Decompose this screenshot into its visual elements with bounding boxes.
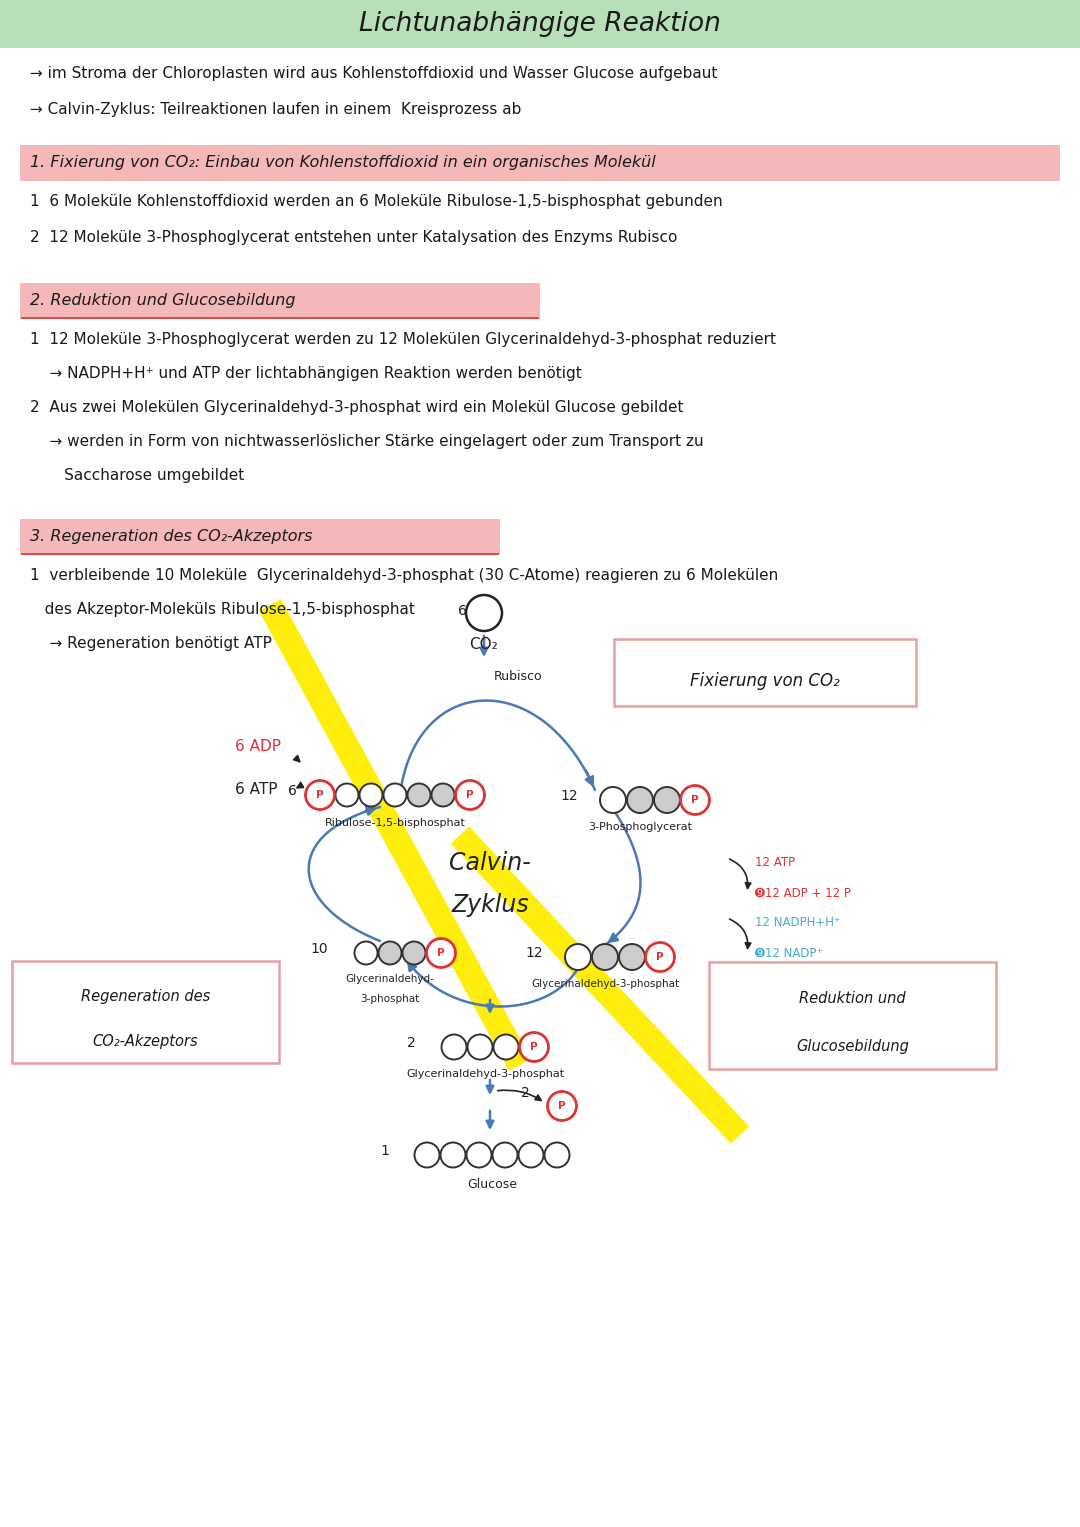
Circle shape: [518, 1142, 543, 1168]
Circle shape: [548, 1092, 577, 1121]
Circle shape: [427, 939, 456, 968]
Text: → Calvin-Zyklus: Teilreaktionen laufen in einem  Kreisprozess ab: → Calvin-Zyklus: Teilreaktionen laufen i…: [30, 102, 522, 118]
Text: Glycerinaldehyd-3-phosphat: Glycerinaldehyd-3-phosphat: [406, 1069, 564, 1080]
Text: 12: 12: [561, 789, 578, 803]
Text: 3-phosphat: 3-phosphat: [361, 994, 420, 1003]
Text: 6 ADP: 6 ADP: [235, 739, 281, 754]
Text: 1  12 Moleküle 3-Phosphoglycerat werden zu 12 Molekülen Glycerinaldehyd-3-phosph: 1 12 Moleküle 3-Phosphoglycerat werden z…: [30, 331, 777, 347]
Text: Lichtunabhängige Reaktion: Lichtunabhängige Reaktion: [359, 11, 721, 37]
Circle shape: [519, 1032, 549, 1061]
Circle shape: [600, 786, 626, 812]
Circle shape: [383, 783, 406, 806]
Circle shape: [354, 942, 378, 965]
Text: 6: 6: [288, 783, 297, 799]
Circle shape: [456, 780, 485, 809]
Text: 1. Fixierung von CO₂: Einbau von Kohlenstoffdioxid in ein organisches Molekül: 1. Fixierung von CO₂: Einbau von Kohlens…: [30, 156, 656, 171]
Circle shape: [619, 944, 645, 970]
Text: 12: 12: [525, 947, 543, 960]
Circle shape: [432, 783, 455, 806]
Text: → werden in Form von nichtwasserlöslicher Stärke eingelagert oder zum Transport : → werden in Form von nichtwasserlösliche…: [30, 434, 704, 449]
Text: Saccharose umgebildet: Saccharose umgebildet: [30, 467, 244, 483]
Text: → Regeneration benötigt ATP: → Regeneration benötigt ATP: [30, 637, 272, 651]
Circle shape: [646, 942, 675, 971]
Circle shape: [442, 1034, 467, 1060]
Text: → im Stroma der Chloroplasten wird aus Kohlenstoffdioxid und Wasser Glucose aufg: → im Stroma der Chloroplasten wird aus K…: [30, 66, 717, 81]
Bar: [21, 519, 500, 554]
Text: P: P: [691, 796, 699, 805]
Text: P: P: [316, 789, 324, 800]
Circle shape: [544, 1142, 569, 1168]
Text: 2  12 Moleküle 3-Phosphoglycerat entstehen unter Katalysation des Enzyms Rubisco: 2 12 Moleküle 3-Phosphoglycerat entstehe…: [30, 231, 677, 244]
Text: Ribulose-1,5-bisphosphat: Ribulose-1,5-bisphosphat: [325, 818, 465, 828]
Text: CO₂-Akzeptors: CO₂-Akzeptors: [93, 1034, 199, 1049]
FancyBboxPatch shape: [615, 638, 916, 705]
Circle shape: [627, 786, 653, 812]
Text: Glucose: Glucose: [467, 1179, 517, 1191]
Text: Zyklus: Zyklus: [451, 893, 529, 918]
Circle shape: [360, 783, 382, 806]
Circle shape: [492, 1142, 517, 1168]
Text: Rubisco: Rubisco: [494, 670, 542, 684]
Circle shape: [494, 1034, 518, 1060]
Text: 3. Regeneration des CO₂-Akzeptors: 3. Regeneration des CO₂-Akzeptors: [30, 530, 312, 545]
Circle shape: [592, 944, 618, 970]
Text: 10: 10: [310, 942, 328, 956]
Text: Calvin-: Calvin-: [449, 851, 531, 875]
Text: 2: 2: [522, 1086, 530, 1099]
Text: ➒12 ADP + 12 P: ➒12 ADP + 12 P: [755, 887, 851, 899]
Text: → NADPH+H⁺ und ATP der lichtabhängigen Reaktion werden benötigt: → NADPH+H⁺ und ATP der lichtabhängigen R…: [30, 366, 582, 382]
Text: 3-Phosphoglycerat: 3-Phosphoglycerat: [588, 822, 692, 832]
Text: 1  verbleibende 10 Moleküle  Glycerinaldehyd-3-phosphat (30 C-Atome) reagieren z: 1 verbleibende 10 Moleküle Glycerinaldeh…: [30, 568, 779, 583]
Text: des Akzeptor-Moleküls Ribulose-1,5-bisphosphat: des Akzeptor-Moleküls Ribulose-1,5-bisph…: [30, 602, 415, 617]
Bar: [21, 145, 1059, 182]
Circle shape: [415, 1142, 440, 1168]
Circle shape: [306, 780, 335, 809]
Text: Glycerinaldehyd-3-phosphat: Glycerinaldehyd-3-phosphat: [531, 979, 679, 989]
Bar: [21, 282, 540, 319]
Text: Glycerinaldehyd-: Glycerinaldehyd-: [346, 974, 434, 983]
Text: P: P: [558, 1101, 566, 1112]
Text: 12 ATP: 12 ATP: [755, 857, 795, 869]
Circle shape: [403, 942, 426, 965]
Circle shape: [336, 783, 359, 806]
Text: 2  Aus zwei Molekülen Glycerinaldehyd-3-phosphat wird ein Molekül Glucose gebild: 2 Aus zwei Molekülen Glycerinaldehyd-3-p…: [30, 400, 684, 415]
Bar: [0, 0, 1080, 47]
Circle shape: [654, 786, 680, 812]
Text: 6 ATP: 6 ATP: [235, 782, 278, 797]
Text: 1: 1: [380, 1144, 389, 1157]
Text: Glucosebildung: Glucosebildung: [796, 1038, 909, 1054]
FancyBboxPatch shape: [12, 960, 279, 1063]
FancyBboxPatch shape: [708, 962, 996, 1069]
Text: Regeneration des: Regeneration des: [81, 989, 211, 1003]
Circle shape: [407, 783, 431, 806]
Circle shape: [441, 1142, 465, 1168]
Circle shape: [378, 942, 402, 965]
Text: P: P: [467, 789, 474, 800]
Text: 2. Reduktion und Glucosebildung: 2. Reduktion und Glucosebildung: [30, 293, 296, 308]
Text: P: P: [657, 951, 664, 962]
Text: Reduktion und: Reduktion und: [799, 991, 906, 1006]
Circle shape: [680, 785, 710, 814]
Text: 6: 6: [458, 605, 467, 618]
Text: P: P: [437, 948, 445, 957]
Text: ➒12 NADP⁺: ➒12 NADP⁺: [755, 947, 823, 959]
Text: CO₂: CO₂: [470, 637, 498, 652]
Text: P: P: [530, 1041, 538, 1052]
Text: 12 NADPH+H⁺: 12 NADPH+H⁺: [755, 916, 840, 930]
Circle shape: [565, 944, 591, 970]
Text: Fixierung von CO₂: Fixierung von CO₂: [690, 672, 840, 690]
Circle shape: [468, 1034, 492, 1060]
Text: 2: 2: [407, 1035, 416, 1051]
Text: 1  6 Moleküle Kohlenstoffdioxid werden an 6 Moleküle Ribulose-1,5-bisphosphat ge: 1 6 Moleküle Kohlenstoffdioxid werden an…: [30, 194, 723, 209]
Circle shape: [467, 1142, 491, 1168]
Circle shape: [465, 596, 502, 631]
